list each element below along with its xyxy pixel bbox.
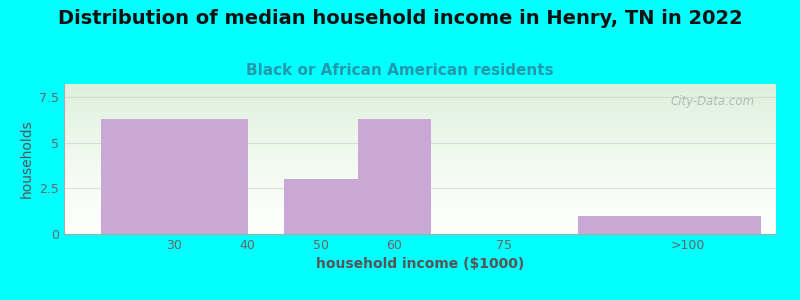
Text: Distribution of median household income in Henry, TN in 2022: Distribution of median household income …	[58, 9, 742, 28]
Text: City-Data.com: City-Data.com	[670, 94, 754, 107]
Bar	[358, 119, 431, 234]
Y-axis label: households: households	[19, 120, 34, 198]
X-axis label: household income ($1000): household income ($1000)	[316, 257, 524, 272]
Bar	[101, 119, 247, 234]
Bar	[284, 179, 358, 234]
Bar	[578, 216, 762, 234]
Text: Black or African American residents: Black or African American residents	[246, 63, 554, 78]
